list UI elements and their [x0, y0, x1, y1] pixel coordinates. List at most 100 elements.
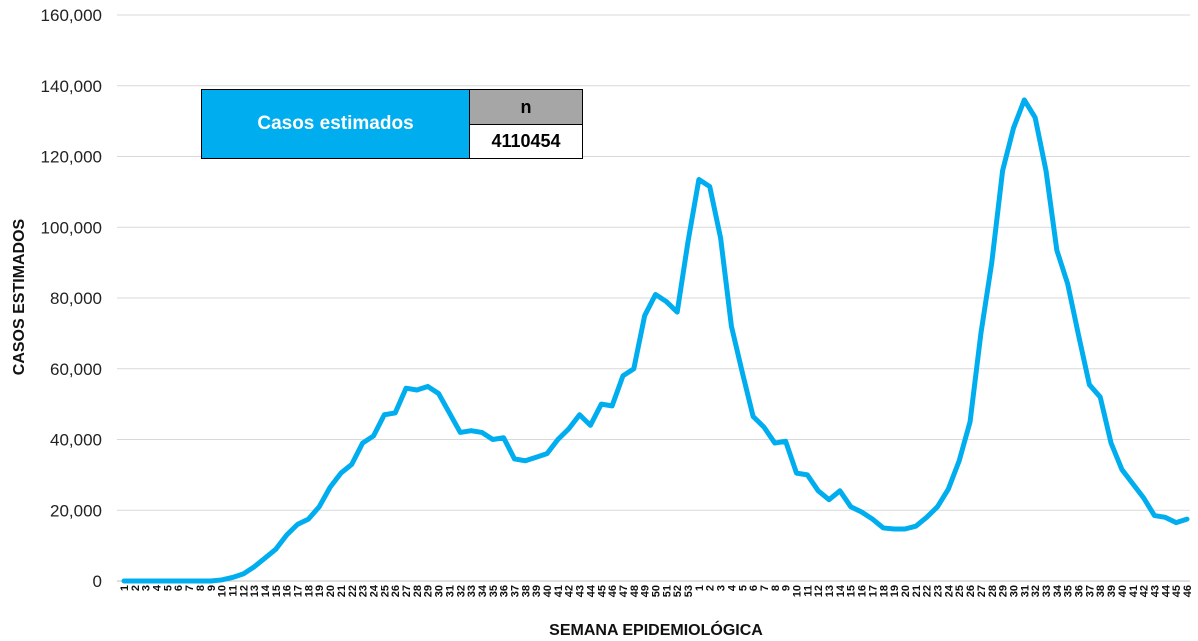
- x-tick-label: 12: [813, 585, 825, 597]
- y-tick-label: 60,000: [50, 360, 102, 379]
- x-tick-label: 21: [911, 585, 923, 597]
- x-tick-label: 6: [748, 585, 760, 591]
- x-tick-label: 30: [434, 585, 446, 597]
- summary-header: n: [469, 89, 583, 125]
- x-tick-label: 3: [716, 585, 728, 591]
- x-tick-label: 1: [694, 585, 706, 591]
- x-tick-label: 29: [998, 585, 1010, 597]
- y-tick-label: 80,000: [50, 289, 102, 308]
- x-tick-label: 11: [227, 585, 239, 597]
- x-tick-label: 20: [325, 585, 337, 597]
- x-tick-label: 47: [618, 585, 630, 597]
- x-tick-label: 35: [488, 585, 500, 597]
- y-tick-label: 120,000: [41, 148, 102, 167]
- x-tick-label: 28: [987, 585, 999, 597]
- x-tick-label: 38: [520, 585, 532, 597]
- x-tick-label: 21: [336, 585, 348, 597]
- x-tick-label: 1: [119, 585, 131, 591]
- x-tick-label: 42: [564, 585, 576, 597]
- x-tick-label: 14: [835, 584, 847, 597]
- x-tick-label: 19: [889, 585, 901, 597]
- x-tick-label: 43: [1149, 585, 1161, 597]
- x-tick-label: 37: [1084, 585, 1096, 597]
- x-tick-label: 15: [271, 585, 283, 597]
- x-tick-label: 6: [173, 585, 185, 591]
- x-tick-label: 13: [824, 585, 836, 597]
- x-tick-label: 53: [683, 585, 695, 597]
- x-tick-label: 5: [737, 585, 749, 591]
- x-tick-label: 19: [314, 585, 326, 597]
- x-tick-label: 16: [282, 585, 294, 597]
- x-tick-label: 35: [1063, 585, 1075, 597]
- x-tick-label: 40: [1117, 585, 1129, 597]
- x-tick-label: 32: [455, 585, 467, 597]
- x-tick-label: 49: [640, 585, 652, 597]
- x-tick-label: 24: [943, 584, 955, 597]
- x-tick-label: 44: [1160, 584, 1172, 597]
- x-tick-label: 42: [1139, 585, 1151, 597]
- x-tick-label: 11: [802, 585, 814, 597]
- x-tick-label: 20: [900, 585, 912, 597]
- cases-summary-table: Casos estimados n 4110454: [201, 89, 583, 159]
- x-tick-label: 4: [152, 584, 164, 591]
- x-tick-label: 31: [444, 585, 456, 597]
- x-tick-label: 22: [347, 585, 359, 597]
- x-tick-label: 8: [770, 585, 782, 591]
- x-tick-label: 52: [672, 585, 684, 597]
- x-tick-label: 45: [1171, 585, 1183, 597]
- x-tick-label: 36: [499, 585, 511, 597]
- x-tick-label: 27: [976, 585, 988, 597]
- x-tick-label: 30: [1008, 585, 1020, 597]
- x-tick-label: 46: [1182, 585, 1194, 597]
- x-tick-label: 9: [781, 585, 793, 591]
- x-tick-label: 33: [1041, 585, 1053, 597]
- x-tick-label: 13: [249, 585, 261, 597]
- x-tick-label: 4: [726, 584, 738, 591]
- x-axis-title: SEMANA EPIDEMIOLÓGICA: [549, 620, 763, 639]
- series-line: [121, 97, 1190, 584]
- x-tick-label: 12: [238, 585, 250, 597]
- x-tick-label: 51: [661, 585, 673, 597]
- y-tick-label: 0: [93, 572, 102, 591]
- x-tick-label: 10: [217, 585, 229, 597]
- x-tick-label: 39: [1106, 585, 1118, 597]
- x-tick-label: 18: [878, 585, 890, 597]
- summary-label: Casos estimados: [201, 89, 470, 159]
- x-tick-label: 40: [542, 585, 554, 597]
- x-tick-label: 17: [293, 585, 305, 597]
- x-tick-label: 50: [651, 585, 663, 597]
- x-tick-label: 10: [792, 585, 804, 597]
- x-tick-label: 34: [477, 584, 489, 597]
- x-tick-label: 9: [206, 585, 218, 591]
- x-tick-label: 2: [130, 585, 142, 591]
- x-tick-label: 43: [575, 585, 587, 597]
- y-tick-label: 20,000: [50, 501, 102, 520]
- y-tick-label: 100,000: [41, 218, 102, 237]
- x-tick-label: 37: [509, 585, 521, 597]
- x-tick-label: 15: [846, 585, 858, 597]
- x-tick-label: 48: [629, 585, 641, 597]
- x-tick-label: 18: [303, 585, 315, 597]
- x-tick-label: 34: [1052, 584, 1064, 597]
- y-tick-label: 160,000: [41, 6, 102, 25]
- x-tick-label: 25: [954, 585, 966, 597]
- x-tick-label: 44: [585, 584, 597, 597]
- x-tick-label: 25: [379, 585, 391, 597]
- x-tick-label: 23: [358, 585, 370, 597]
- x-tick-label: 26: [965, 585, 977, 597]
- summary-value: 4110454: [469, 124, 583, 159]
- x-tick-label: 14: [260, 584, 272, 597]
- x-tick-label: 16: [857, 585, 869, 597]
- x-tick-label: 41: [1128, 585, 1140, 597]
- x-tick-label: 22: [922, 585, 934, 597]
- x-tick-label: 36: [1074, 585, 1086, 597]
- y-axis-title: CASOS ESTIMADOS: [11, 218, 28, 375]
- x-tick-label: 27: [401, 585, 413, 597]
- x-tick-label: 45: [596, 585, 608, 597]
- x-tick-label: 17: [867, 585, 879, 597]
- y-tick-label: 40,000: [50, 431, 102, 450]
- y-axis-ticks: 0 20,000 40,000 60,000 80,000 100,000 120,000 1…: [41, 6, 102, 591]
- x-tick-label: 39: [531, 585, 543, 597]
- x-tick-label: 23: [933, 585, 945, 597]
